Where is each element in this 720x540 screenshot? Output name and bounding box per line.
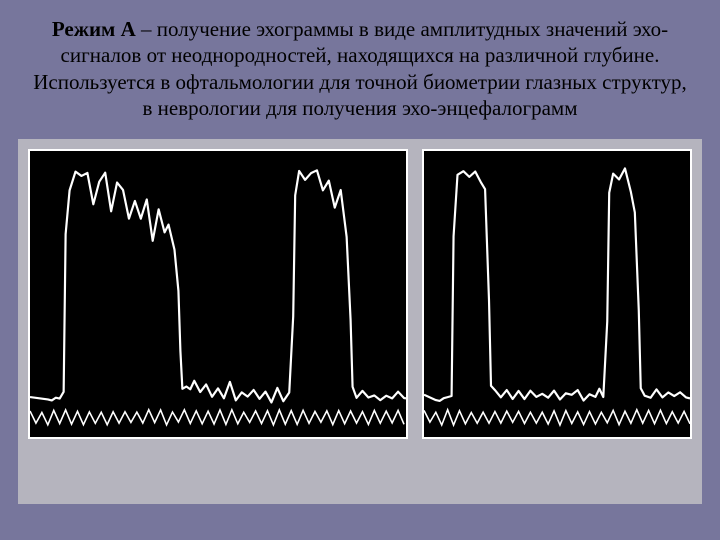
heading-text: Режим А – получение эхограммы в виде амп… xyxy=(0,0,720,131)
slide: Режим А – получение эхограммы в виде амп… xyxy=(0,0,720,540)
figure-container xyxy=(18,139,702,504)
echogram-right-panel xyxy=(422,149,692,439)
heading-bold: Режим А xyxy=(52,17,136,41)
echogram-left-panel xyxy=(28,149,408,439)
